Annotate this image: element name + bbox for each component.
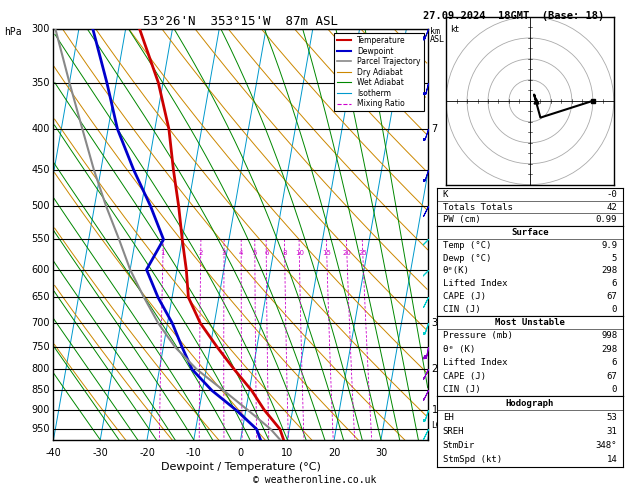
Text: 9.9: 9.9 (601, 241, 617, 250)
Text: 800: 800 (31, 364, 50, 374)
Text: kt: kt (450, 25, 459, 35)
Text: 25: 25 (359, 250, 367, 256)
Text: 27.09.2024  18GMT  (Base: 18): 27.09.2024 18GMT (Base: 18) (423, 11, 604, 21)
Text: 998: 998 (601, 331, 617, 341)
Text: Totals Totals: Totals Totals (443, 203, 513, 211)
Text: -30: -30 (92, 448, 108, 458)
Text: 400: 400 (31, 124, 50, 134)
Text: CAPE (J): CAPE (J) (443, 292, 486, 301)
Text: 42: 42 (606, 203, 617, 211)
Text: K: K (443, 190, 448, 199)
Text: Temp (°C): Temp (°C) (443, 241, 491, 250)
Text: Most Unstable: Most Unstable (495, 318, 565, 327)
Text: 0: 0 (612, 305, 617, 314)
Text: 350: 350 (31, 78, 50, 87)
Text: CAPE (J): CAPE (J) (443, 371, 486, 381)
Text: 550: 550 (31, 234, 50, 244)
Text: StmSpd (kt): StmSpd (kt) (443, 455, 502, 464)
Text: Dewpoint / Temperature (°C): Dewpoint / Temperature (°C) (160, 462, 321, 472)
Text: 7: 7 (431, 124, 438, 134)
Text: Surface: Surface (511, 228, 548, 237)
Text: 348°: 348° (596, 441, 617, 450)
Text: θᵉ(K): θᵉ(K) (443, 266, 470, 276)
Title: 53°26'N  353°15'W  87m ASL: 53°26'N 353°15'W 87m ASL (143, 15, 338, 28)
Text: Hodograph: Hodograph (506, 399, 554, 408)
Text: 298: 298 (601, 266, 617, 276)
Text: 0: 0 (612, 385, 617, 394)
Text: Lifted Index: Lifted Index (443, 358, 507, 367)
Text: 6: 6 (612, 279, 617, 288)
Text: 14: 14 (606, 455, 617, 464)
Text: -20: -20 (139, 448, 155, 458)
Text: 750: 750 (31, 342, 50, 352)
Text: 450: 450 (31, 165, 50, 175)
Text: 10: 10 (295, 250, 304, 256)
Text: StmDir: StmDir (443, 441, 475, 450)
Text: 3: 3 (431, 318, 438, 328)
Text: 298: 298 (601, 345, 617, 354)
Text: 500: 500 (31, 201, 50, 211)
Text: SREH: SREH (443, 427, 464, 436)
Text: CIN (J): CIN (J) (443, 305, 481, 314)
Text: 8: 8 (282, 250, 287, 256)
Text: 850: 850 (31, 385, 50, 396)
Text: 950: 950 (31, 424, 50, 434)
Text: km
ASL: km ASL (430, 27, 445, 44)
Text: 2: 2 (199, 250, 203, 256)
Text: 20: 20 (328, 448, 340, 458)
Text: Mixing Ratio (g/kg): Mixing Ratio (g/kg) (452, 191, 461, 278)
Text: LCL: LCL (431, 421, 447, 430)
Text: 53: 53 (606, 413, 617, 422)
Text: 6: 6 (612, 358, 617, 367)
Text: 67: 67 (606, 371, 617, 381)
Text: 700: 700 (31, 318, 50, 328)
Text: CIN (J): CIN (J) (443, 385, 481, 394)
Text: Dewp (°C): Dewp (°C) (443, 254, 491, 262)
Text: 5: 5 (253, 250, 257, 256)
Text: 31: 31 (606, 427, 617, 436)
Text: 1: 1 (160, 250, 165, 256)
Text: 650: 650 (31, 293, 50, 302)
Text: 900: 900 (31, 405, 50, 416)
Text: θᵉ (K): θᵉ (K) (443, 345, 475, 354)
Text: 4: 4 (239, 250, 243, 256)
Text: 1: 1 (431, 405, 438, 416)
Text: 2: 2 (431, 364, 438, 374)
Text: Lifted Index: Lifted Index (443, 279, 507, 288)
Text: 300: 300 (31, 24, 50, 34)
Text: EH: EH (443, 413, 454, 422)
Legend: Temperature, Dewpoint, Parcel Trajectory, Dry Adiabat, Wet Adiabat, Isotherm, Mi: Temperature, Dewpoint, Parcel Trajectory… (335, 33, 424, 111)
Text: 6: 6 (264, 250, 269, 256)
Text: -0: -0 (606, 190, 617, 199)
Text: Pressure (mb): Pressure (mb) (443, 331, 513, 341)
Text: PW (cm): PW (cm) (443, 215, 481, 224)
Text: 600: 600 (31, 264, 50, 275)
Text: 0: 0 (238, 448, 243, 458)
Text: -10: -10 (186, 448, 202, 458)
Text: 67: 67 (606, 292, 617, 301)
Text: 10: 10 (281, 448, 294, 458)
Text: 0.99: 0.99 (596, 215, 617, 224)
Text: 20: 20 (343, 250, 352, 256)
Text: © weatheronline.co.uk: © weatheronline.co.uk (253, 474, 376, 485)
Text: hPa: hPa (4, 27, 22, 37)
Text: 3: 3 (222, 250, 226, 256)
Text: 30: 30 (375, 448, 387, 458)
Text: -40: -40 (45, 448, 62, 458)
Text: 15: 15 (323, 250, 331, 256)
Text: 5: 5 (612, 254, 617, 262)
